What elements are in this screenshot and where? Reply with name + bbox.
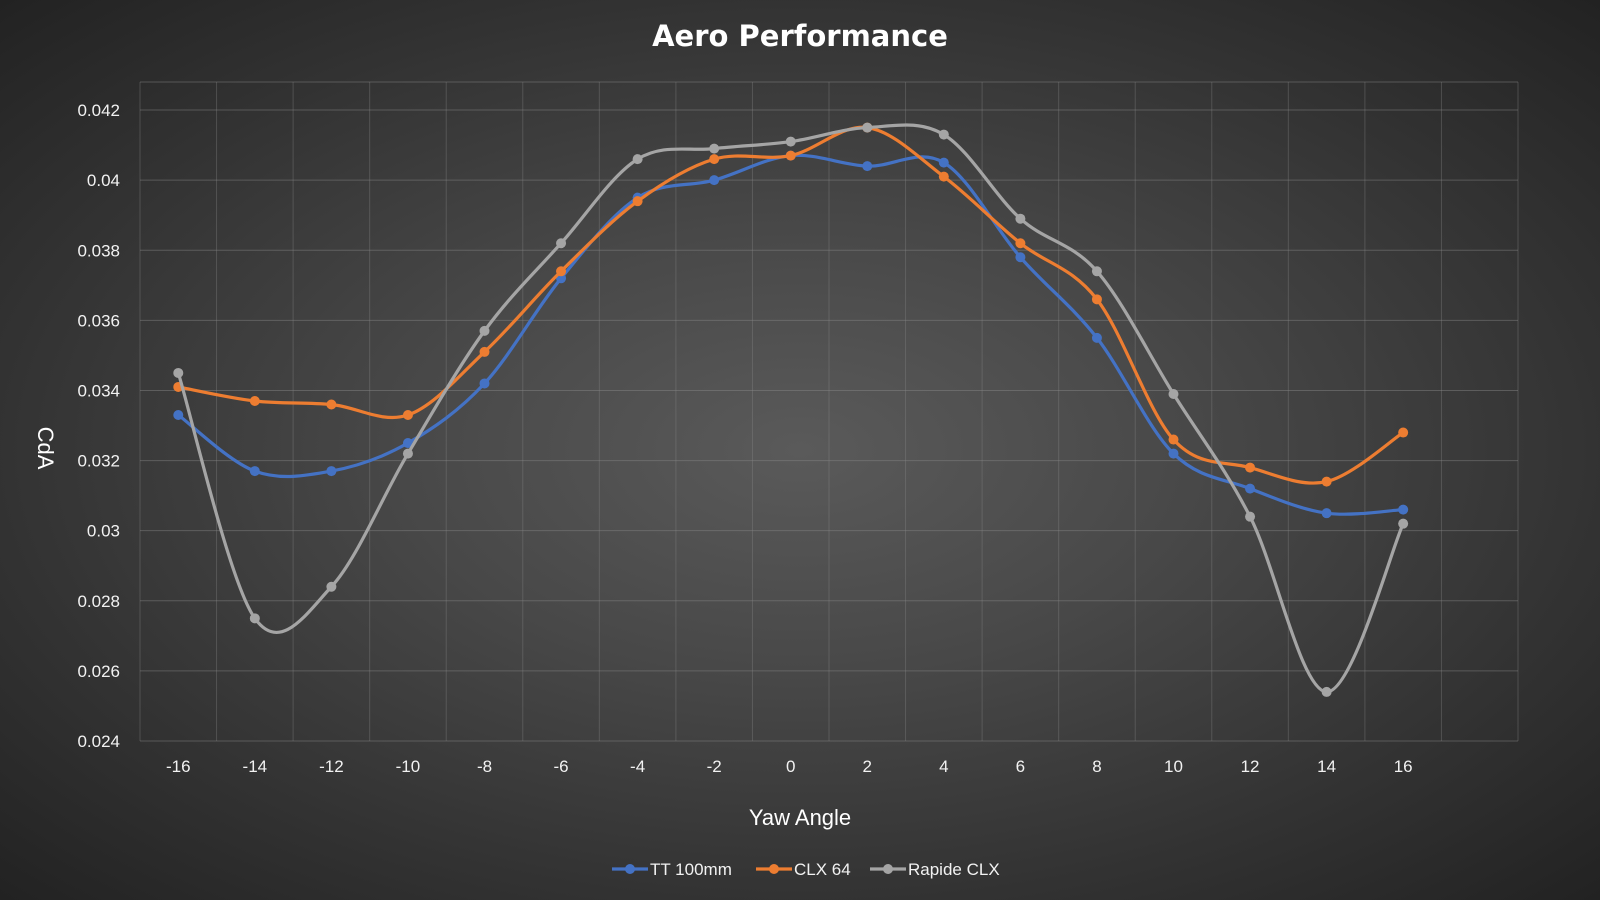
- x-tick-label: 16: [1394, 757, 1413, 776]
- data-point: [1245, 511, 1256, 522]
- data-point: [326, 581, 337, 592]
- data-point: [1091, 332, 1102, 343]
- x-tick-label: -14: [243, 757, 268, 776]
- x-tick-label: -16: [166, 757, 191, 776]
- x-axis-ticks: -16 -14 -12 -10 -8 -6 -4 -2 0 2 4 6 8 10 12 14 16: [166, 757, 1413, 776]
- data-point: [402, 448, 413, 459]
- data-point: [1091, 266, 1102, 277]
- chart-title: Aero Performance: [652, 19, 948, 53]
- data-point: [785, 150, 796, 161]
- y-tick-label: 0.03: [87, 522, 120, 541]
- y-tick-label: 0.038: [77, 241, 120, 260]
- y-tick-label: 0.032: [77, 452, 120, 471]
- data-point: [632, 196, 643, 207]
- y-tick-label: 0.034: [77, 381, 120, 400]
- x-tick-label: 14: [1317, 757, 1336, 776]
- data-point: [1321, 508, 1332, 519]
- data-point: [173, 367, 184, 378]
- y-tick-label: 0.028: [77, 592, 120, 611]
- x-tick-label: -4: [630, 757, 645, 776]
- y-tick-label: 0.036: [77, 311, 120, 330]
- x-axis-title: Yaw Angle: [749, 805, 851, 830]
- y-tick-label: 0.042: [77, 101, 120, 120]
- y-axis-title: CdA: [33, 427, 58, 470]
- y-tick-label: 0.024: [77, 732, 120, 751]
- legend-item-rapide-clx: Rapide CLX: [870, 860, 1000, 879]
- legend-item-tt-100mm: TT 100mm: [612, 860, 732, 879]
- legend-marker: [883, 864, 893, 874]
- data-point: [1168, 448, 1179, 459]
- y-axis-ticks: 0.024 0.026 0.028 0.03 0.032 0.034 0.036 0.038 0…: [77, 101, 120, 751]
- x-tick-label: -8: [477, 757, 492, 776]
- data-point: [249, 466, 260, 477]
- series-line: [176, 123, 1405, 694]
- legend-item-clx-64: CLX 64: [756, 860, 851, 879]
- x-tick-label: 2: [863, 757, 872, 776]
- y-tick-label: 0.026: [77, 662, 120, 681]
- legend: TT 100mm CLX 64 Rapide CLX: [612, 860, 1000, 879]
- x-tick-label: 4: [939, 757, 948, 776]
- data-point: [326, 466, 337, 477]
- data-point: [709, 154, 720, 165]
- x-tick-label: 12: [1241, 757, 1260, 776]
- data-point: [1015, 213, 1026, 224]
- data-point: [479, 378, 490, 389]
- data-point: [1015, 238, 1026, 249]
- data-point: [1398, 427, 1409, 438]
- data-point: [1168, 434, 1179, 445]
- data-point: [402, 410, 413, 421]
- data-point: [938, 171, 949, 182]
- data-point: [1398, 518, 1409, 529]
- data-point: [938, 157, 949, 168]
- legend-marker: [625, 864, 635, 874]
- x-tick-label: -6: [553, 757, 568, 776]
- data-point: [249, 395, 260, 406]
- data-point: [1015, 252, 1026, 263]
- data-point: [1091, 294, 1102, 305]
- data-point: [479, 346, 490, 357]
- legend-label: Rapide CLX: [908, 860, 1000, 879]
- legend-label: CLX 64: [794, 860, 851, 879]
- data-point: [1245, 462, 1256, 473]
- data-point: [1168, 388, 1179, 399]
- data-point: [862, 122, 873, 133]
- x-tick-label: 8: [1092, 757, 1101, 776]
- data-point: [479, 325, 490, 336]
- x-tick-label: -2: [707, 757, 722, 776]
- data-point: [1321, 686, 1332, 697]
- x-tick-label: 10: [1164, 757, 1183, 776]
- data-point: [249, 613, 260, 624]
- data-point: [402, 438, 413, 449]
- data-point: [709, 175, 720, 186]
- legend-label: TT 100mm: [650, 860, 732, 879]
- y-tick-label: 0.04: [87, 171, 120, 190]
- data-point: [862, 161, 873, 172]
- grid-lines: [139, 81, 1519, 742]
- x-tick-label: -12: [319, 757, 344, 776]
- data-point: [938, 129, 949, 140]
- data-point: [632, 154, 643, 165]
- x-tick-label: 6: [1016, 757, 1025, 776]
- x-tick-label: -10: [396, 757, 421, 776]
- data-point: [785, 136, 796, 147]
- data-point: [709, 143, 720, 154]
- series-clx-64: [173, 122, 1409, 487]
- data-point: [556, 266, 567, 277]
- x-tick-label: 0: [786, 757, 795, 776]
- data-point: [1321, 476, 1332, 487]
- data-point: [326, 399, 337, 410]
- series-rapide-clx: [173, 122, 1409, 697]
- plot-series: [173, 122, 1409, 697]
- legend-marker: [769, 864, 779, 874]
- data-point: [173, 410, 184, 421]
- data-point: [556, 238, 567, 249]
- data-point: [1245, 483, 1256, 494]
- data-point: [1398, 504, 1409, 515]
